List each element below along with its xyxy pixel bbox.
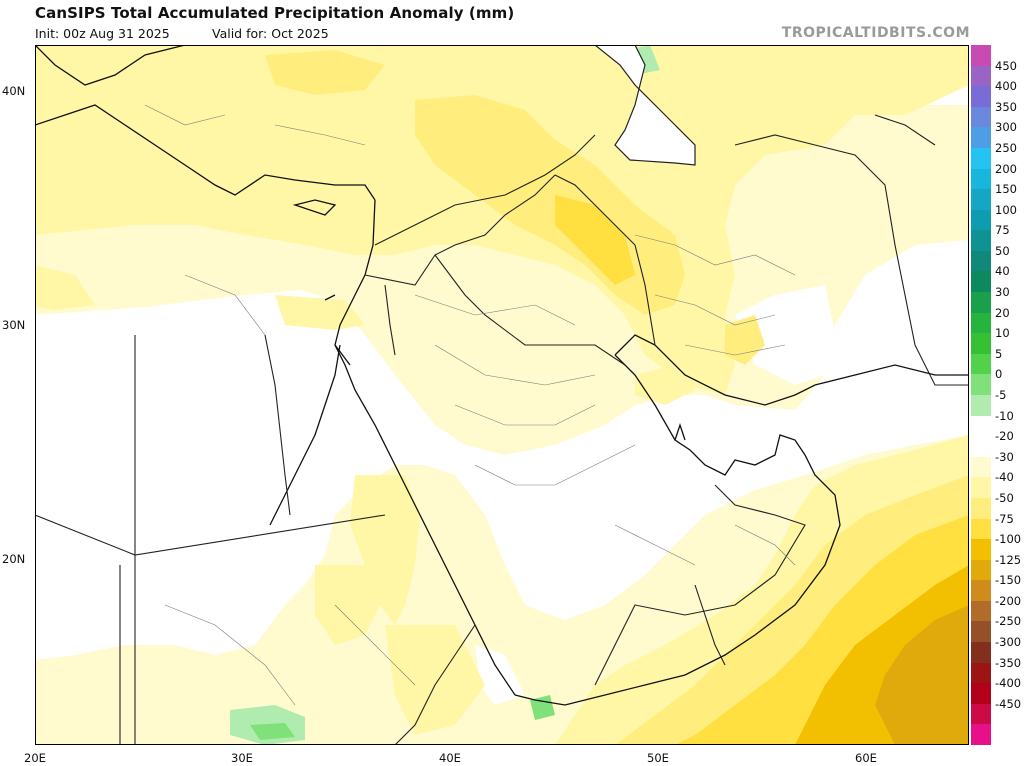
colorbar-segment	[971, 189, 991, 211]
map-title: CanSIPS Total Accumulated Precipitation …	[35, 4, 515, 22]
colorbar-label: -100	[995, 532, 1022, 547]
colorbar-label: -300	[995, 635, 1022, 650]
colorbar-segment	[971, 642, 991, 664]
colorbar-label: -40	[995, 470, 1014, 485]
colorbar-segment	[971, 333, 991, 355]
colorbar-segment	[971, 168, 991, 190]
colorbar-label: -30	[995, 449, 1014, 464]
colorbar-segment	[971, 539, 991, 561]
country-borders	[35, 114, 969, 745]
colorbar-label: 100	[995, 202, 1017, 217]
colorbar-segment	[971, 477, 991, 499]
colorbar-segment	[971, 497, 991, 520]
caspian-sea	[594, 45, 696, 166]
colorbar-label: -75	[995, 511, 1014, 526]
colorbar-segment	[971, 250, 991, 272]
colorbar-segment	[971, 45, 991, 67]
colorbar-segment	[971, 559, 991, 581]
lon-label-40e: 40E	[439, 751, 461, 765]
colorbar-label: -450	[995, 696, 1022, 711]
colorbar-segment	[971, 621, 991, 643]
lon-label-30e: 30E	[231, 751, 253, 765]
colorbar-label: -200	[995, 593, 1022, 608]
colorbar-label: 50	[995, 243, 1010, 258]
lat-label-40n: 40N	[2, 84, 26, 98]
colorbar-segment	[971, 724, 991, 746]
colorbar-label: -400	[995, 676, 1022, 691]
init-time: Init: 00z Aug 31 2025	[35, 26, 170, 41]
colorbar-label: 300	[995, 120, 1017, 135]
colorbar-segment	[971, 147, 991, 170]
colorbar-segment	[971, 436, 991, 458]
colorbar-label: 10	[995, 326, 1010, 341]
lat-label-20n: 20N	[2, 552, 26, 566]
colorbar-label: 20	[995, 305, 1010, 320]
colorbar-segment	[971, 395, 991, 417]
colorbar-label: -10	[995, 408, 1014, 423]
field-minus100	[875, 605, 969, 745]
colorbar-segment	[971, 127, 991, 149]
colorbar-segment	[971, 292, 991, 314]
anomaly-map	[35, 45, 969, 745]
colorbar-label: 5	[995, 346, 1003, 361]
site-brand: TROPICALTIDBITS.COM	[781, 25, 970, 41]
colorbar-segment	[971, 86, 991, 108]
colorbar-label: -20	[995, 429, 1014, 444]
lon-label-50e: 50E	[647, 751, 669, 765]
colorbar-label: 30	[995, 285, 1010, 300]
colorbar-label: -50	[995, 490, 1014, 505]
colorbar-label: -350	[995, 655, 1022, 670]
colorbar-segment	[971, 415, 991, 437]
field-minus30	[35, 45, 969, 745]
colorbar-segment	[971, 683, 991, 705]
lon-label-20e: 20E	[24, 751, 46, 765]
colorbar-label: -150	[995, 573, 1022, 588]
colorbar-segment	[971, 518, 991, 540]
colorbar-segment	[971, 580, 991, 602]
coastlines	[35, 45, 969, 745]
lat-label-30n: 30N	[2, 318, 26, 332]
colorbar-label: 250	[995, 140, 1017, 155]
colorbar-label: 450	[995, 58, 1017, 73]
admin-borders	[144, 104, 796, 706]
colorbar-segment	[971, 209, 991, 231]
colorbar-label: -5	[995, 388, 1007, 402]
colorbar-label: 400	[995, 79, 1017, 94]
colorbar-label: 0	[995, 367, 1003, 382]
colorbar-label: 75	[995, 223, 1010, 238]
colorbar	[971, 45, 991, 746]
colorbar-label: -250	[995, 614, 1022, 629]
colorbar-segment	[971, 600, 991, 622]
lon-label-60e: 60E	[855, 751, 877, 765]
colorbar-label: 200	[995, 161, 1017, 176]
colorbar-segment	[971, 353, 991, 375]
colorbar-segment	[971, 374, 991, 396]
colorbar-label: 40	[995, 264, 1010, 279]
colorbar-segment	[971, 703, 991, 725]
colorbar-label: 150	[995, 182, 1017, 197]
colorbar-segment	[971, 106, 991, 128]
colorbar-segment	[971, 312, 991, 334]
colorbar-segment	[971, 662, 991, 684]
valid-time: Valid for: Oct 2025	[212, 26, 329, 41]
colorbar-label: -125	[995, 552, 1022, 567]
colorbar-segment	[971, 271, 991, 293]
map-panel	[35, 45, 969, 745]
colorbar-label: 350	[995, 99, 1017, 114]
colorbar-segment	[971, 230, 991, 252]
colorbar-segment	[971, 456, 991, 478]
colorbar-segment	[971, 65, 991, 87]
